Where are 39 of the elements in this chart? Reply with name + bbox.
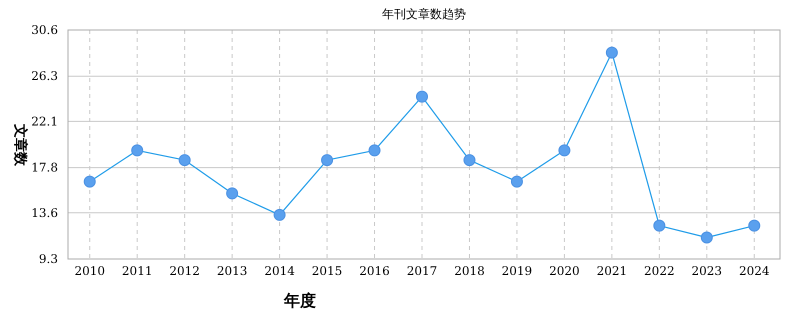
- x-tick-label: 2024: [738, 264, 770, 278]
- point: [274, 208, 286, 221]
- point: [368, 144, 381, 156]
- x-tick-label: 2021: [596, 264, 628, 278]
- y-tick-label: 13.6: [31, 206, 58, 220]
- point: [131, 144, 144, 156]
- chart-title: 年刊文章数趋势: [382, 7, 466, 21]
- x-tick-label: 2020: [549, 264, 580, 278]
- x-tick-label: 2015: [312, 264, 342, 278]
- x-tick-label: 2023: [692, 264, 722, 278]
- point: [226, 187, 238, 200]
- point: [700, 232, 713, 244]
- x-tick-label: 2019: [502, 264, 532, 278]
- y-tick-label: 26.3: [31, 69, 58, 84]
- point: [84, 176, 96, 188]
- x-tick-label: 2017: [406, 264, 438, 278]
- point: [606, 46, 618, 59]
- x-tick-label: 2018: [454, 264, 485, 278]
- x-axis-title: 年度: [283, 291, 316, 310]
- x-tick-label: 2014: [264, 264, 296, 278]
- point: [178, 154, 191, 166]
- y-tick-label: 22.1: [31, 114, 58, 128]
- y-tick-label: 30.6: [31, 23, 58, 37]
- point: [510, 176, 523, 188]
- x-tick-label: 2011: [122, 264, 152, 278]
- y-tick-label: 9.3: [38, 252, 58, 266]
- point: [416, 90, 428, 103]
- x-tick-label: 2013: [216, 264, 248, 278]
- point: [463, 154, 476, 166]
- point: [558, 144, 570, 156]
- point: [748, 220, 760, 232]
- x-tick-label: 2016: [359, 264, 390, 278]
- x-tick-label: 2012: [169, 264, 200, 278]
- point: [653, 220, 666, 232]
- point: [321, 154, 334, 166]
- y-axis-title: 文章数: [12, 123, 29, 167]
- y-tick-label: 17.8: [31, 160, 58, 175]
- x-tick-label: 2022: [644, 264, 675, 278]
- x-tick-label: 2010: [74, 264, 106, 278]
